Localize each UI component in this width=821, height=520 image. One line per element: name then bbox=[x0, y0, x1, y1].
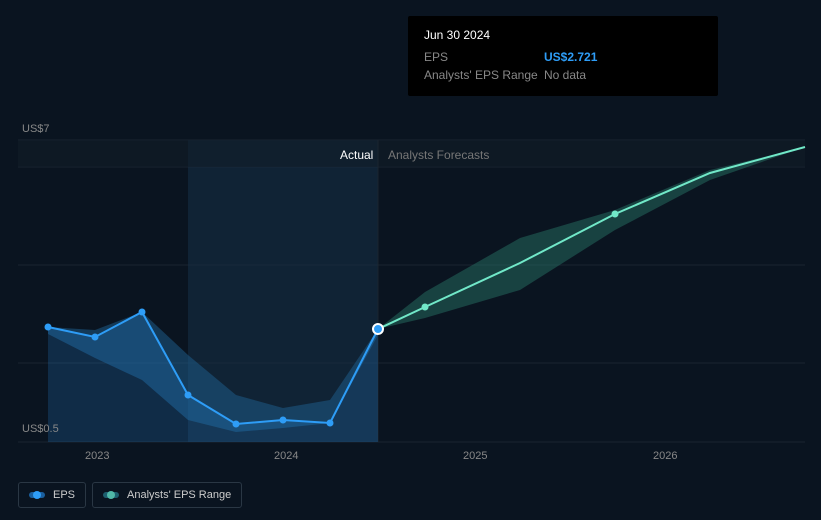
chart-tooltip: Jun 30 2024 EPSUS$2.721Analysts' EPS Ran… bbox=[408, 16, 718, 96]
x-axis-label: 2025 bbox=[463, 450, 487, 462]
tooltip-row-label: Analysts' EPS Range bbox=[424, 66, 544, 84]
tooltip-row-value: US$2.721 bbox=[544, 48, 597, 66]
legend-item[interactable]: Analysts' EPS Range bbox=[92, 482, 242, 508]
y-axis-label: US$0.5 bbox=[22, 423, 59, 435]
tooltip-row-label: EPS bbox=[424, 48, 544, 66]
x-axis-label: 2023 bbox=[85, 450, 109, 462]
y-axis-label: US$7 bbox=[22, 123, 50, 135]
legend-label: Analysts' EPS Range bbox=[127, 489, 231, 501]
eps-chart: US$7 US$0.5 Actual Analysts Forecasts 2023… bbox=[0, 0, 821, 520]
legend-item[interactable]: EPS bbox=[18, 482, 86, 508]
tooltip-row-value: No data bbox=[544, 66, 586, 84]
legend: EPS Analysts' EPS Range bbox=[18, 482, 242, 508]
x-axis-label: 2026 bbox=[653, 450, 677, 462]
legend-label: EPS bbox=[53, 489, 75, 501]
legend-marker-icon bbox=[29, 492, 45, 498]
tooltip-date: Jun 30 2024 bbox=[424, 28, 702, 42]
section-label: Actual bbox=[340, 148, 373, 162]
x-axis-label: 2024 bbox=[274, 450, 298, 462]
legend-marker-icon bbox=[103, 492, 119, 498]
section-label: Analysts Forecasts bbox=[388, 148, 489, 162]
